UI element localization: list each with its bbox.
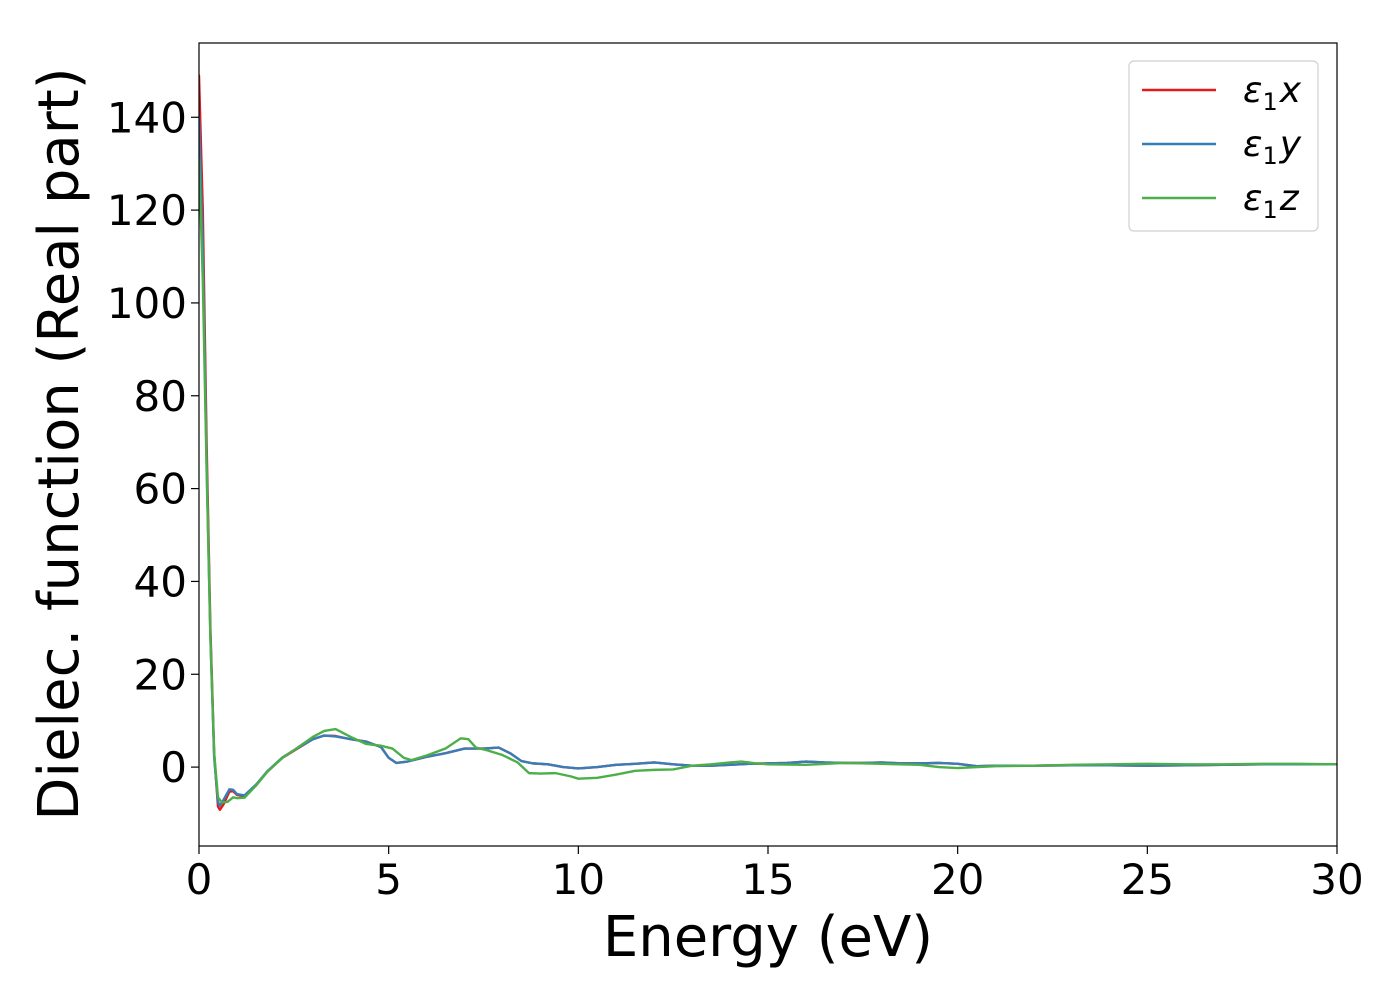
- x-axis-label: Energy (eV): [603, 905, 933, 970]
- legend: ε1x ε1y ε1z: [1128, 60, 1319, 232]
- y-axis-label: Dielec. function (Real part): [27, 67, 92, 820]
- y-tick-label: 20: [134, 650, 187, 699]
- y-tick-label: 140: [107, 93, 187, 142]
- x-tick-label: 0: [186, 855, 213, 904]
- x-tick-label: 10: [552, 855, 605, 904]
- legend-label-y: ε1y: [1243, 124, 1302, 170]
- x-tick-label: 25: [1121, 855, 1174, 904]
- y-tick-label: 100: [107, 279, 187, 328]
- y-tick-label: 80: [134, 372, 187, 421]
- x-axis-ticks: 0 5 10 15 20 25 30: [186, 846, 1364, 904]
- legend-label-z: ε1z: [1243, 178, 1300, 224]
- y-tick-label: 0: [160, 743, 187, 792]
- y-axis-ticks: 0 20 40 60 80 100 120 140: [107, 93, 199, 792]
- x-tick-label: 5: [375, 855, 402, 904]
- x-tick-label: 15: [741, 855, 794, 904]
- x-tick-label: 20: [931, 855, 984, 904]
- legend-box: [1128, 60, 1319, 232]
- y-tick-label: 60: [134, 465, 187, 514]
- series-line-y: [199, 116, 1337, 807]
- series-line-z: [199, 157, 1337, 804]
- y-tick-label: 120: [107, 186, 187, 235]
- y-tick-label: 40: [134, 557, 187, 606]
- legend-label-x: ε1x: [1243, 70, 1302, 116]
- x-tick-label: 30: [1310, 855, 1363, 904]
- series-layer: [199, 74, 1337, 811]
